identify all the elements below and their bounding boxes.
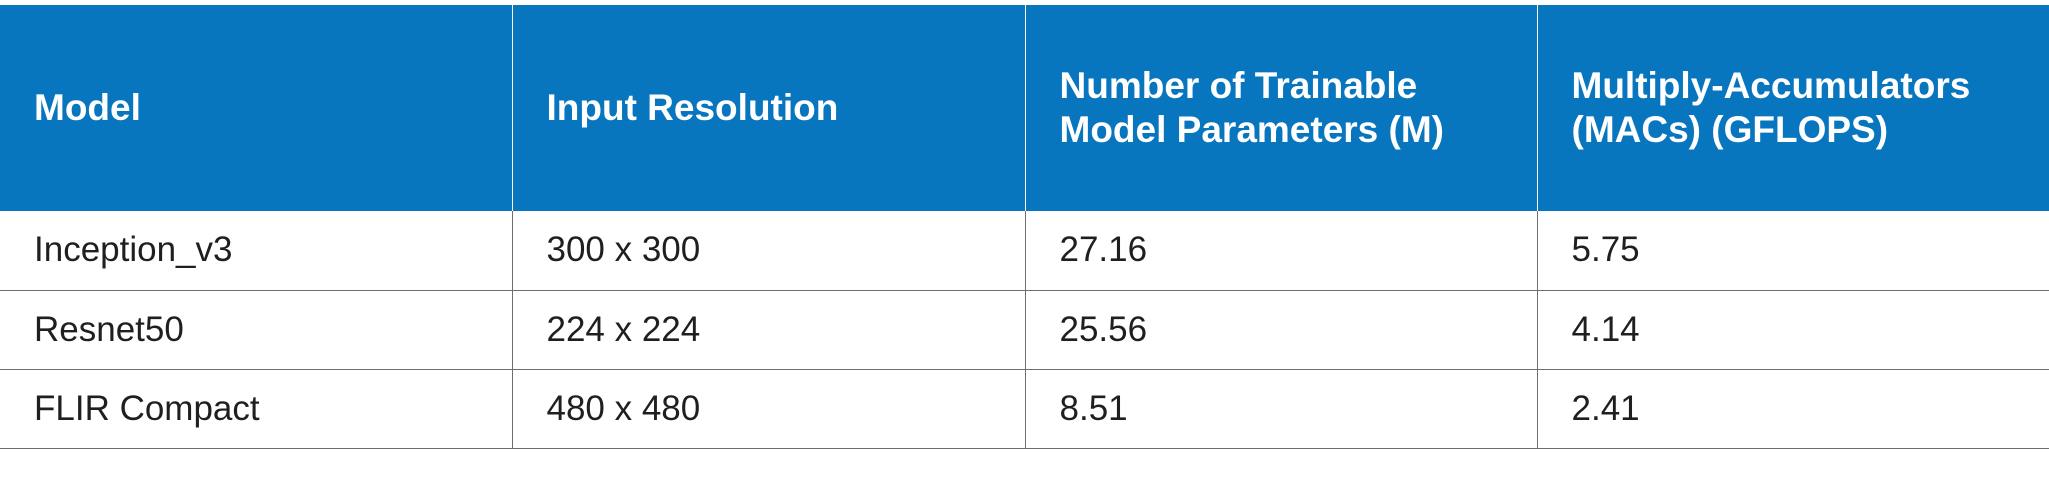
cell-trainable-parameters: 27.16: [1025, 211, 1538, 291]
table-row: FLIR Compact 480 x 480 8.51 2.41: [0, 369, 2049, 449]
cell-input-resolution: 300 x 300: [512, 211, 1026, 291]
cell-macs: 2.41: [1537, 369, 2049, 449]
cell-trainable-parameters: 25.56: [1025, 290, 1538, 370]
column-header-trainable-parameters: Number of Trainable Model Parameters (M): [1025, 5, 1538, 211]
header-row: Model Input Resolution Number of Trainab…: [0, 5, 2049, 211]
column-header-macs: Multiply-Accumulators (MACs) (GFLOPS): [1571, 65, 1971, 150]
table-body: Inception_v3 300 x 300 27.16 5.75 Resnet…: [0, 211, 2049, 449]
cell-trainable-parameters: 8.51: [1025, 369, 1538, 449]
model-comparison-table: Model Input Resolution Number of Trainab…: [0, 5, 2049, 449]
model-comparison-table-container: Model Input Resolution Number of Trainab…: [0, 5, 2049, 449]
column-header-input-resolution: Input Resolution: [512, 5, 1026, 211]
cell-model: Resnet50: [0, 290, 513, 370]
table-row: Inception_v3 300 x 300 27.16 5.75: [0, 211, 2049, 291]
cell-macs: 4.14: [1537, 290, 2049, 370]
cell-input-resolution: 480 x 480: [512, 369, 1026, 449]
cell-model: FLIR Compact: [0, 369, 513, 449]
table-header: Model Input Resolution Number of Trainab…: [0, 5, 2049, 211]
cell-macs: 5.75: [1537, 211, 2049, 291]
cell-model: Inception_v3: [0, 211, 513, 291]
table-row: Resnet50 224 x 224 25.56 4.14: [0, 290, 2049, 370]
cell-input-resolution: 224 x 224: [512, 290, 1026, 370]
column-header-model: Model: [0, 5, 513, 211]
